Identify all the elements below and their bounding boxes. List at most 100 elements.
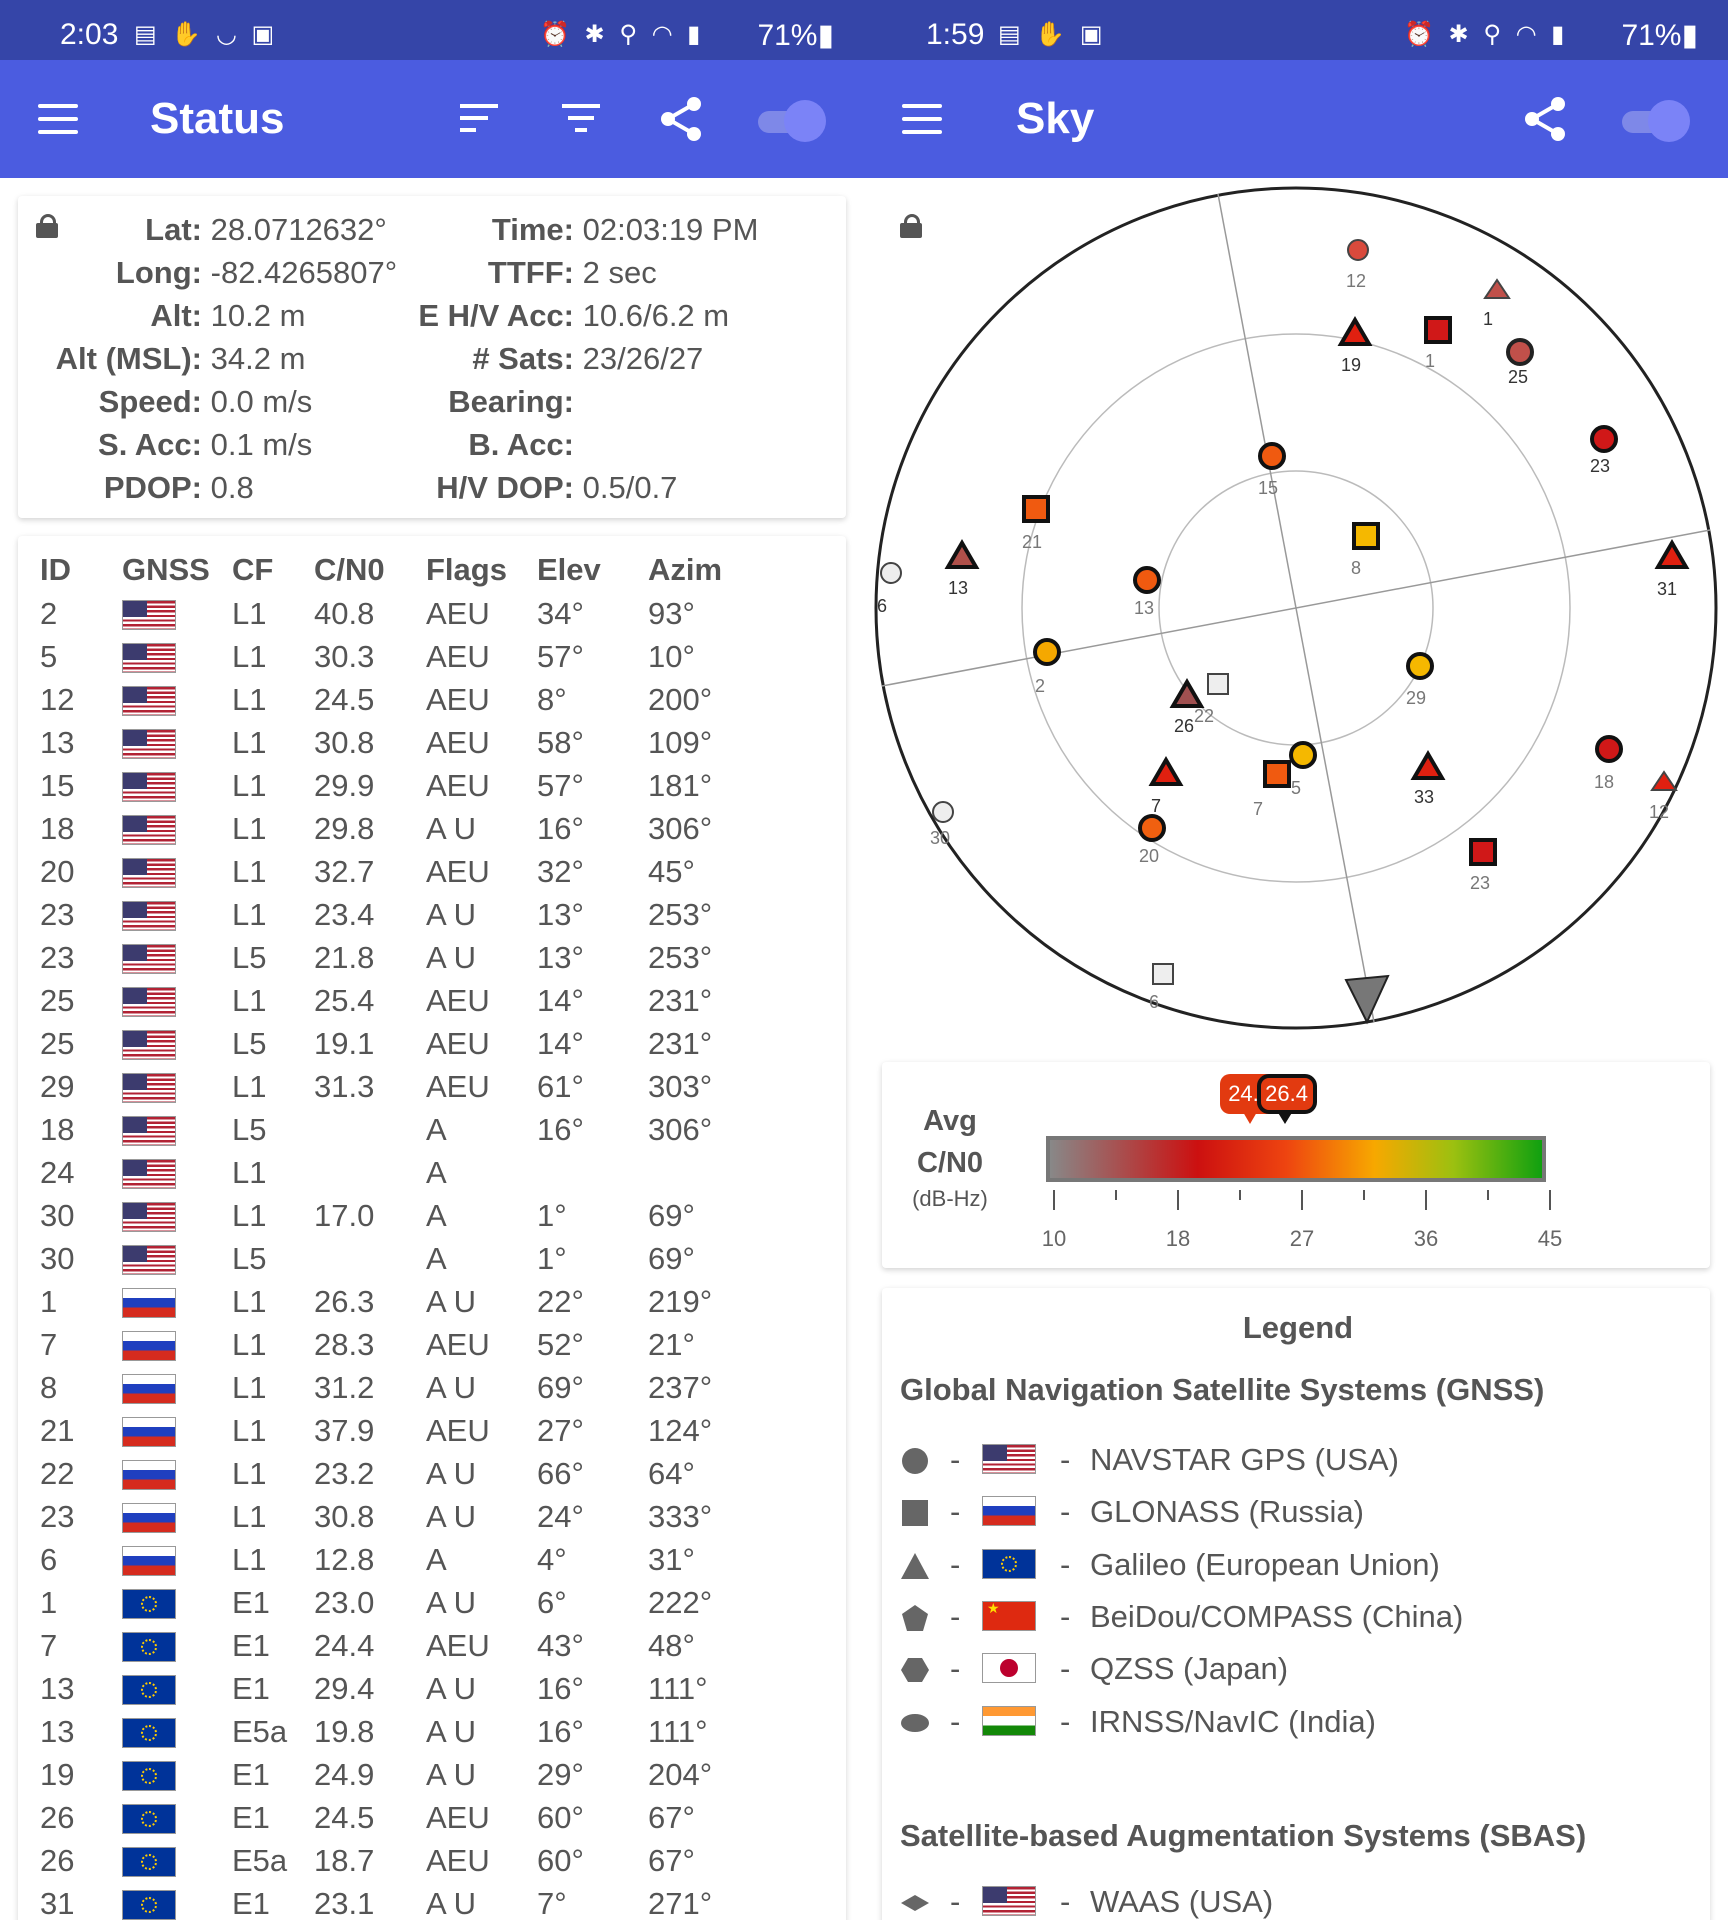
flag-ru-icon xyxy=(122,1546,176,1577)
table-row[interactable]: 22 L1 23.2 A U 66° 64° xyxy=(40,1452,758,1495)
table-row[interactable]: 24 L1 A xyxy=(40,1151,758,1194)
sat-galileo-13[interactable] xyxy=(944,539,980,569)
col-header-gnss[interactable]: GNSS xyxy=(122,552,210,587)
table-row[interactable]: 30 L1 17.0 A 1° 69° xyxy=(40,1194,758,1237)
sat-galileo-19[interactable] xyxy=(1337,316,1373,346)
table-row[interactable]: 19 E1 24.9 A U 29° 204° xyxy=(40,1753,758,1796)
table-row[interactable]: 8 L1 31.2 A U 69° 237° xyxy=(40,1366,758,1409)
table-row[interactable]: 15 L1 29.9 AEU 57° 181° xyxy=(40,764,758,807)
table-row[interactable]: 13 E5a 19.8 A U 16° 111° xyxy=(40,1710,758,1753)
table-row[interactable]: 23 L1 23.4 A U 13° 253° xyxy=(40,893,758,936)
sat-glonass-23[interactable] xyxy=(1469,838,1497,866)
sat-gps-18[interactable] xyxy=(1595,735,1623,763)
sat-gps-13[interactable] xyxy=(1133,566,1161,594)
sat-glonass-22[interactable] xyxy=(1207,673,1229,695)
col-header-cn0[interactable]: C/N0 xyxy=(314,552,385,587)
cell-cf: L5 xyxy=(232,939,267,975)
sat-label: 22 xyxy=(1194,706,1214,726)
table-row[interactable]: 5 L1 30.3 AEU 57° 10° xyxy=(40,635,758,678)
menu-icon[interactable] xyxy=(902,104,942,134)
menu-icon[interactable] xyxy=(38,104,78,134)
battery-level: 71%▮ xyxy=(1621,19,1698,52)
sat-glonass-7[interactable] xyxy=(1263,760,1291,788)
share-icon[interactable] xyxy=(656,94,706,144)
sat-gps-5[interactable] xyxy=(1289,741,1317,769)
cell-elev: 60° xyxy=(537,1842,584,1878)
table-row[interactable]: 23 L5 21.8 A U 13° 253° xyxy=(40,936,758,979)
cell-flags: A U xyxy=(426,896,476,932)
table-row[interactable]: 1 E1 23.0 A U 6° 222° xyxy=(40,1581,758,1624)
lock-icon[interactable] xyxy=(900,214,922,238)
sat-gps-23[interactable] xyxy=(1590,425,1618,453)
table-row[interactable]: 7 E1 24.4 AEU 43° 48° xyxy=(40,1624,758,1667)
cell-azim: 219° xyxy=(648,1283,713,1319)
table-row[interactable]: 21 L1 37.9 AEU 27° 124° xyxy=(40,1409,758,1452)
table-row[interactable]: 23 L1 30.8 A U 24° 333° xyxy=(40,1495,758,1538)
table-row[interactable]: 12 L1 24.5 AEU 8° 200° xyxy=(40,678,758,721)
cell-id: 7 xyxy=(40,1627,58,1663)
status-screen: 2:03 ▤ ✋ ◡ ▣ ⏰ ✱ ⚲ ◠ ▮ 71%▮ Status Lat: … xyxy=(0,0,864,1920)
table-row[interactable]: 25 L5 19.1 AEU 14° 231° xyxy=(40,1022,758,1065)
gnss-toggle-switch[interactable] xyxy=(752,100,826,142)
table-row[interactable]: 26 E1 24.5 AEU 60° 67° xyxy=(40,1796,758,1839)
sat-gps-6[interactable] xyxy=(880,562,902,584)
table-row[interactable]: 29 L1 31.3 AEU 61° 303° xyxy=(40,1065,758,1108)
col-header-cf[interactable]: CF xyxy=(232,552,274,587)
table-row[interactable]: 26 E5a 18.7 AEU 60° 67° xyxy=(40,1839,758,1882)
bearing-accuracy-row: B. Acc: xyxy=(468,427,574,462)
table-row[interactable]: 1 L1 26.3 A U 22° 219° xyxy=(40,1280,758,1323)
table-row[interactable]: 20 L1 32.7 AEU 32° 45° xyxy=(40,850,758,893)
col-header-flags[interactable]: Flags xyxy=(426,552,507,587)
table-row[interactable]: 18 L1 29.8 A U 16° 306° xyxy=(40,807,758,850)
sat-glonass-8[interactable] xyxy=(1352,522,1380,550)
sat-label: 6 xyxy=(877,596,887,616)
cell-gnss-flag xyxy=(122,1323,232,1366)
sky-screen: 1:59 ▤ ✋ ▣ ⏰ ✱ ⚲ ◠ ▮ 71%▮ Sky xyxy=(864,0,1728,1920)
sort-icon[interactable] xyxy=(456,94,506,144)
sat-gps-12[interactable] xyxy=(1347,239,1369,261)
sat-gps-2[interactable] xyxy=(1033,638,1061,666)
sat-gps-15[interactable] xyxy=(1258,442,1286,470)
table-header-row[interactable]: ID GNSS CF C/N0 Flags Elev Azim xyxy=(40,548,758,592)
cell-cf: L1 xyxy=(232,1541,267,1577)
sat-gps-29[interactable] xyxy=(1406,652,1434,680)
cell-flags: A U xyxy=(426,1713,476,1749)
share-icon[interactable] xyxy=(1520,94,1570,144)
table-row[interactable]: 6 L1 12.8 A 4° 31° xyxy=(40,1538,758,1581)
sbas-heading: Satellite-based Augmentation Systems (SB… xyxy=(900,1818,1587,1853)
table-row[interactable]: 7 L1 28.3 AEU 52° 21° xyxy=(40,1323,758,1366)
sat-gps-25[interactable] xyxy=(1506,338,1534,366)
cell-cf: L1 xyxy=(232,724,267,760)
col-header-azim[interactable]: Azim xyxy=(648,552,723,587)
filter-icon[interactable] xyxy=(556,94,606,144)
sats-count-row: # Sats: 23/26/27 xyxy=(472,341,704,376)
table-row[interactable]: 18 L5 A 16° 306° xyxy=(40,1108,758,1151)
col-header-elev[interactable]: Elev xyxy=(537,552,601,587)
sat-gps-20[interactable] xyxy=(1138,814,1166,842)
sat-galileo-31[interactable] xyxy=(1654,539,1690,569)
sat-galileo-33[interactable] xyxy=(1410,750,1446,780)
table-row[interactable]: 13 L1 30.8 AEU 58° 109° xyxy=(40,721,758,764)
sat-galileo-12[interactable] xyxy=(1650,770,1678,791)
gnss-toggle-switch[interactable] xyxy=(1616,100,1690,142)
col-header-id[interactable]: ID xyxy=(40,552,71,587)
sat-glonass-21[interactable] xyxy=(1022,495,1050,523)
sat-galileo-1[interactable] xyxy=(1483,278,1511,299)
table-row[interactable]: 30 L5 A 1° 69° xyxy=(40,1237,758,1280)
location-fix-card: Lat: 28.0712632° Long: -82.4265807° Alt:… xyxy=(18,196,846,518)
sat-galileo-26[interactable] xyxy=(1169,678,1205,708)
sat-gps-30[interactable] xyxy=(932,801,954,823)
table-row[interactable]: 25 L1 25.4 AEU 14° 231° xyxy=(40,979,758,1022)
sat-glonass-1[interactable] xyxy=(1424,316,1452,344)
table-row[interactable]: 13 E1 29.4 A U 16° 111° xyxy=(40,1667,758,1710)
sat-glonass-6[interactable] xyxy=(1152,963,1174,985)
cell-azim: 31° xyxy=(648,1541,695,1577)
flag-ru-icon xyxy=(122,1374,176,1405)
table-row[interactable]: 2 L1 40.8 AEU 34° 93° xyxy=(40,592,758,635)
cell-cn0: 18.7 xyxy=(314,1842,375,1878)
cell-flags: A U xyxy=(426,939,476,975)
lock-icon[interactable] xyxy=(36,214,58,238)
table-row[interactable]: 31 E1 23.1 A U 7° 271° xyxy=(40,1882,758,1920)
sat-galileo-7[interactable] xyxy=(1148,756,1184,786)
cell-cn0: 24.5 xyxy=(314,681,375,717)
